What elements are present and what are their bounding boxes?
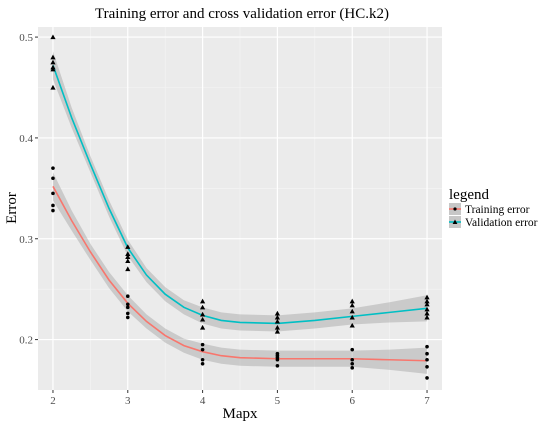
y-tick-label: 0.2 (19, 335, 33, 347)
data-point (125, 315, 130, 320)
data-point (50, 84, 56, 90)
data-point (199, 311, 206, 317)
data-point (199, 324, 206, 330)
legend-title: legend (449, 187, 489, 203)
data-point (349, 302, 355, 308)
data-point (125, 302, 130, 307)
legend-label: Training error (465, 204, 530, 216)
data-point (125, 258, 131, 264)
data-point (425, 365, 429, 369)
y-tick-label: 0.5 (19, 32, 33, 44)
data-point (125, 251, 131, 256)
data-point (425, 344, 429, 349)
data-point (274, 310, 281, 316)
y-tick-label: 0.4 (19, 133, 33, 145)
data-point (275, 364, 280, 368)
chart-title: Training error and cross validation erro… (95, 6, 389, 22)
data-point (199, 316, 206, 322)
axis-ticks: 2 3 4 5 6 7 0.2 0.3 0.4 0.5 (19, 32, 430, 407)
data-point (50, 59, 56, 65)
data-point (350, 347, 355, 352)
smooth-line (52, 65, 428, 325)
data-point (424, 310, 430, 316)
data-point (349, 308, 355, 314)
legend-key-marker (453, 207, 457, 211)
data-point (425, 357, 429, 362)
legend-label: Validation error (465, 217, 538, 229)
data-point (125, 305, 130, 310)
data-point (349, 314, 355, 320)
data-point (200, 357, 205, 362)
data-point (274, 328, 281, 334)
data-point (349, 298, 355, 304)
data-point (425, 376, 429, 380)
data-point (350, 361, 355, 366)
data-point (274, 318, 281, 324)
x-tick-label: 4 (200, 395, 206, 407)
data-point (200, 361, 205, 366)
data-point (50, 54, 56, 60)
confidence-bands (52, 51, 428, 374)
data-point (199, 304, 206, 310)
data-point (125, 266, 131, 272)
smooth-lines (52, 65, 428, 362)
x-tick-label: 3 (125, 395, 131, 407)
data-point (425, 351, 429, 356)
x-tick-label: 6 (349, 395, 355, 407)
legend-key-marker (452, 219, 458, 224)
data-point (51, 176, 55, 181)
data-point (200, 342, 205, 347)
data-point (51, 166, 55, 170)
confidence-band (52, 51, 428, 332)
data-point (349, 322, 355, 328)
x-tick-label: 5 (275, 395, 281, 407)
data-point (350, 366, 355, 370)
data-points (50, 34, 430, 380)
data-point (424, 306, 430, 312)
y-axis-title: Error (4, 192, 20, 224)
data-point (51, 208, 55, 213)
data-point (424, 298, 430, 304)
data-point (424, 301, 430, 307)
data-point (424, 314, 430, 320)
x-tick-label: 7 (424, 395, 430, 407)
data-point (200, 347, 205, 352)
data-point (51, 191, 55, 196)
data-point (350, 357, 355, 362)
data-point (274, 314, 281, 320)
data-point (51, 203, 55, 208)
data-point (125, 254, 131, 259)
data-point (274, 324, 281, 330)
data-point (275, 357, 280, 362)
data-point (125, 244, 131, 249)
smooth-line (52, 185, 428, 362)
data-point (50, 66, 56, 72)
x-axis-title: Mapx (223, 406, 258, 422)
y-tick-label: 0.3 (19, 234, 33, 246)
data-point (50, 34, 56, 40)
x-tick-label: 2 (50, 395, 56, 407)
data-point (424, 294, 430, 300)
confidence-band (52, 172, 428, 374)
data-point (199, 298, 206, 304)
data-point (125, 311, 130, 316)
data-point (125, 294, 130, 299)
